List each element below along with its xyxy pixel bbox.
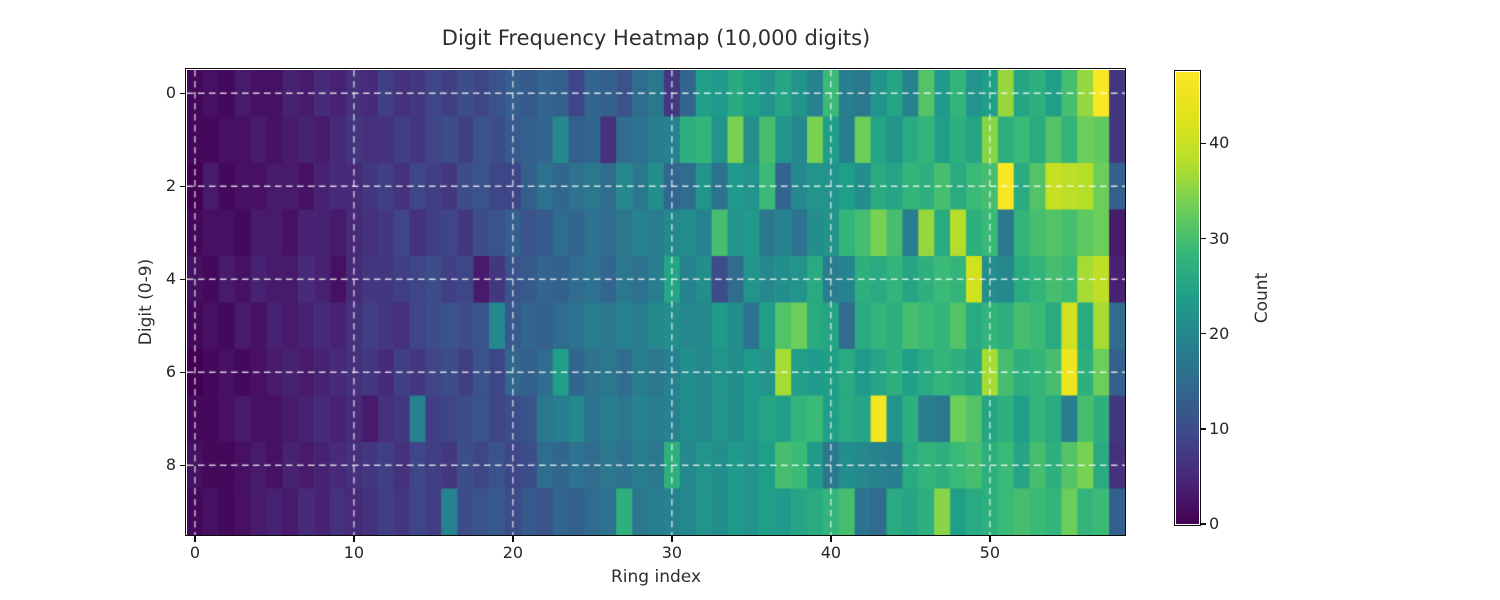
colorbar-tick-label: 20 [1209,323,1230,343]
y-tick-label: 8 [165,455,176,475]
colorbar-tick-mark [1200,523,1206,525]
y-tick-mark [180,92,186,94]
x-tick-mark [671,536,673,542]
y-tick-mark [180,185,186,187]
x-tick-mark [194,536,196,542]
x-tick-label: 30 [661,543,683,562]
chart-title: Digit Frequency Heatmap (10,000 digits) [441,26,871,50]
x-tick-label: 40 [820,543,842,562]
y-tick-label: 4 [165,269,176,289]
y-tick-mark [180,278,186,280]
colorbar-tick-label: 40 [1209,133,1230,153]
x-tick-mark [512,536,514,542]
colorbar-tick-mark [1200,142,1206,145]
colorbar-tick-mark [1200,332,1206,335]
y-tick-mark [180,371,186,373]
colorbar-tick-mark [1200,428,1206,430]
x-tick-label: 0 [189,543,201,562]
x-tick-mark [353,536,355,542]
x-tick-label: 10 [343,543,365,562]
colorbar-tick-label: 30 [1209,228,1230,248]
y-tick-mark [180,464,186,466]
x-axis-label: Ring index [610,567,702,587]
heatmap-canvas [187,70,1125,535]
colorbar-tick-label: 0 [1209,514,1220,533]
y-tick-label: 0 [165,83,176,103]
x-tick-mark [989,536,991,542]
x-tick-label: 20 [502,543,524,562]
x-tick-mark [830,536,832,542]
y-tick-label: 6 [165,362,176,382]
colorbar-canvas [1176,72,1199,524]
y-tick-label: 2 [165,176,176,196]
x-tick-label: 50 [979,543,1001,562]
colorbar-label: Count [1252,272,1272,324]
colorbar-tick-mark [1200,237,1206,240]
colorbar-tick-label: 10 [1209,418,1230,438]
